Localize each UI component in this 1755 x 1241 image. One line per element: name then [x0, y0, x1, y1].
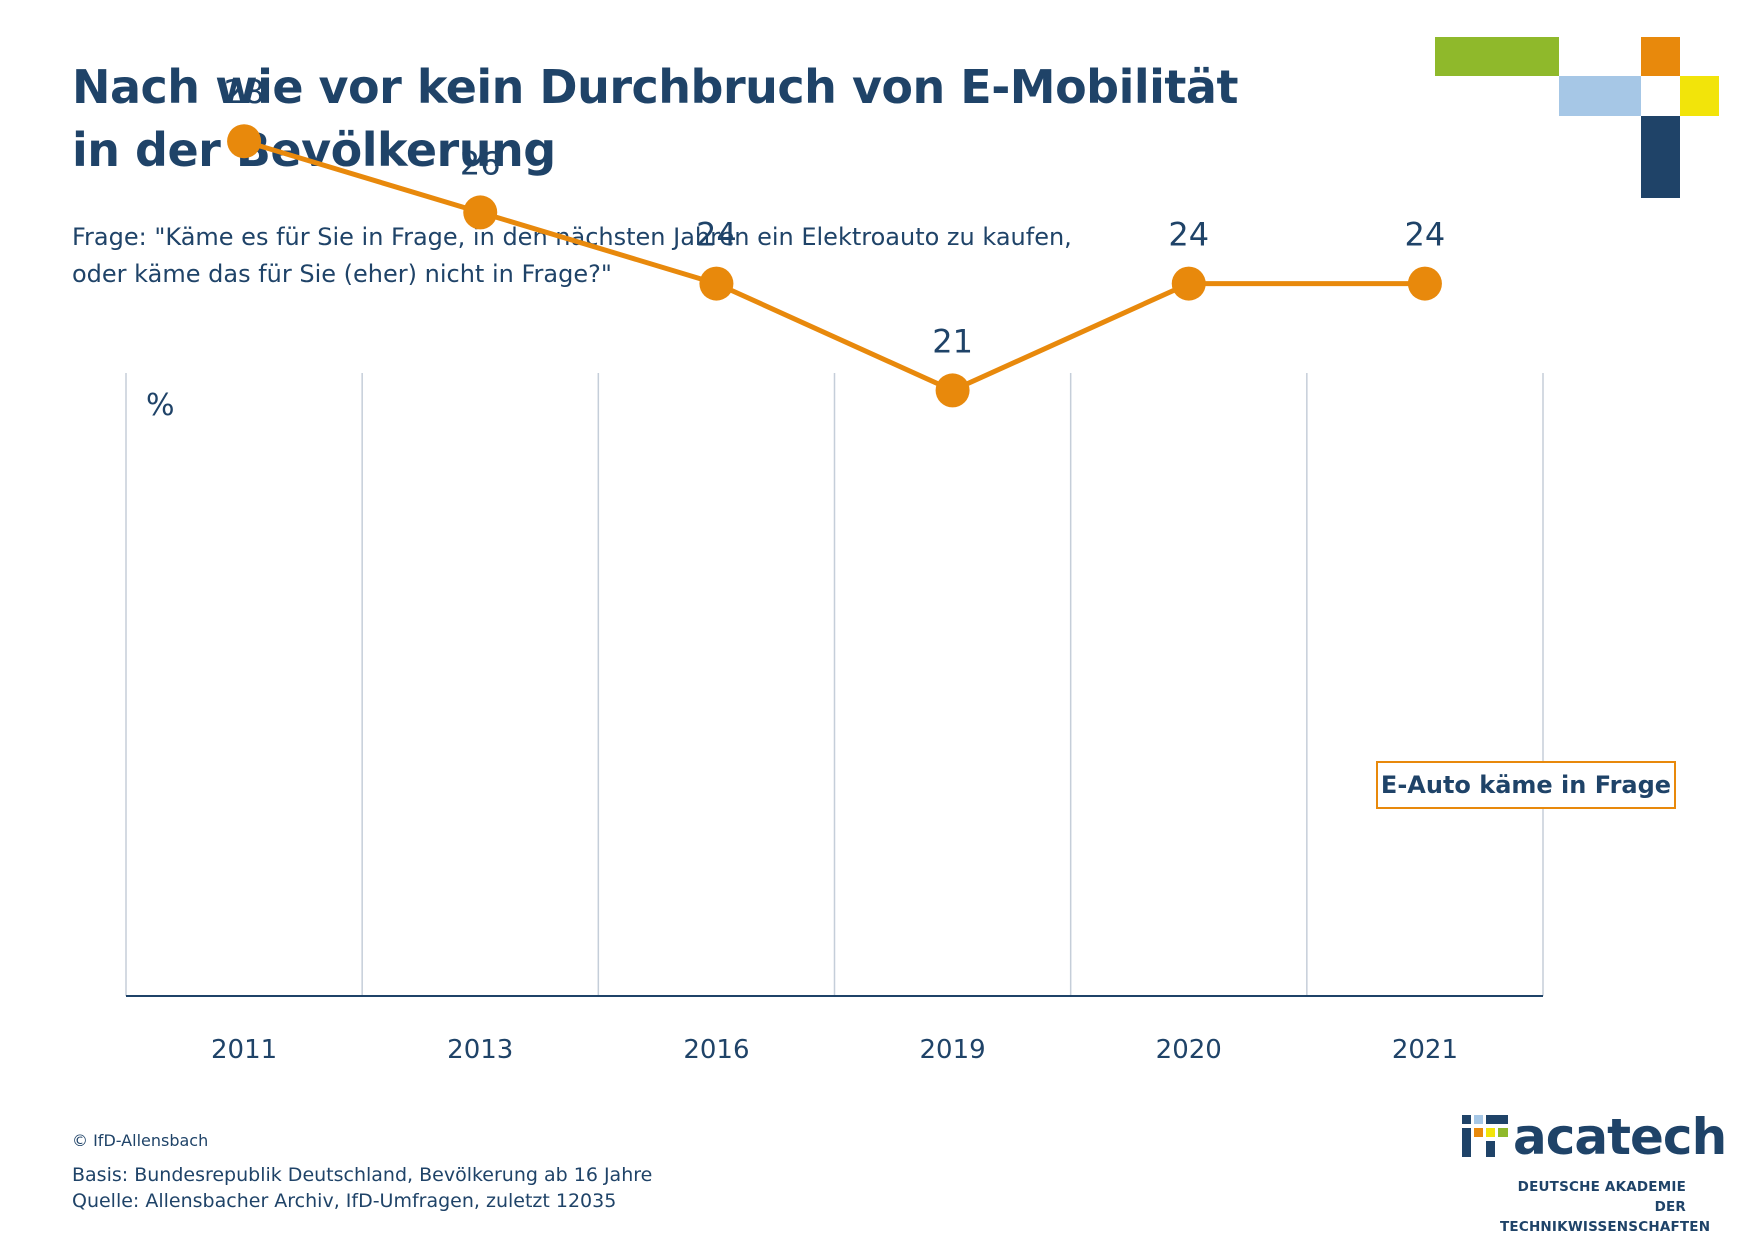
data-points	[227, 124, 1442, 408]
source-text: Quelle: Allensbacher Archiv, IfD-Umfrage…	[72, 1190, 617, 1212]
data-point	[935, 373, 970, 408]
x-tick-labels: 2011 2013 2016 2019 2020 2021	[211, 1035, 1458, 1065]
grid-lines	[125, 373, 1544, 996]
decor-yellow-square	[1680, 76, 1719, 116]
data-point	[699, 266, 734, 301]
logo-subtitle-line-2: TECHNIKWISSENSCHAFTEN	[1500, 1219, 1711, 1235]
data-label: 28	[224, 73, 265, 111]
x-tick-label: 2016	[683, 1035, 749, 1065]
page-title: Nach wie vor kein Durchbruch von E-Mobil…	[72, 56, 1272, 182]
logo-subtitle-line-1: DEUTSCHE AKADEMIE DER	[1517, 1179, 1686, 1215]
title-line-1: Nach wie vor kein Durchbruch von E-Mobil…	[72, 60, 1238, 114]
legend-label: E-Auto käme in Frage	[1381, 771, 1671, 799]
basis-text: Basis: Bundesrepublik Deutschland, Bevöl…	[72, 1164, 653, 1186]
survey-question: Frage: "Käme es für Sie in Frage, in den…	[72, 219, 1222, 293]
data-label: 21	[932, 322, 973, 360]
x-tick-label: 2011	[211, 1035, 277, 1065]
legend-frame	[1376, 761, 1676, 809]
data-point	[1171, 266, 1206, 301]
data-point	[463, 195, 498, 230]
data-point	[1407, 266, 1442, 301]
data-labels: 28 26 24 21 24 24	[224, 73, 1446, 360]
data-label: 24	[696, 216, 737, 254]
data-point	[227, 124, 262, 159]
decor-lightblue-bar	[1559, 76, 1641, 116]
acatech-logo-mark	[1462, 1115, 1508, 1157]
x-tick-label: 2019	[919, 1035, 985, 1065]
copyright-text: © IfD-Allensbach	[72, 1131, 209, 1150]
decor-navy-bar	[1641, 116, 1680, 198]
title-line-2: in der Bevölkerung	[72, 123, 556, 177]
legend-box: E-Auto käme in Frage	[1376, 761, 1676, 809]
x-tick-label: 2021	[1392, 1035, 1458, 1065]
logo-wordmark: acatech	[1513, 1108, 1727, 1166]
decor-orange-square	[1641, 37, 1680, 76]
y-axis-unit-label: %	[146, 388, 175, 423]
logo-subtitle: DEUTSCHE AKADEMIE DER TECHNIKWISSENSCHAF…	[1500, 1177, 1711, 1237]
data-label: 24	[1405, 216, 1446, 254]
question-line-1: Frage: "Käme es für Sie in Frage, in den…	[72, 223, 1072, 251]
x-tick-label: 2020	[1156, 1035, 1222, 1065]
data-label: 26	[460, 144, 501, 182]
x-tick-label: 2013	[447, 1035, 513, 1065]
decor-green-bar	[1435, 37, 1559, 76]
question-line-2: oder käme das für Sie (eher) nicht in Fr…	[72, 260, 612, 288]
series-line-e-auto	[243, 138, 1425, 393]
data-label: 24	[1168, 216, 1209, 254]
